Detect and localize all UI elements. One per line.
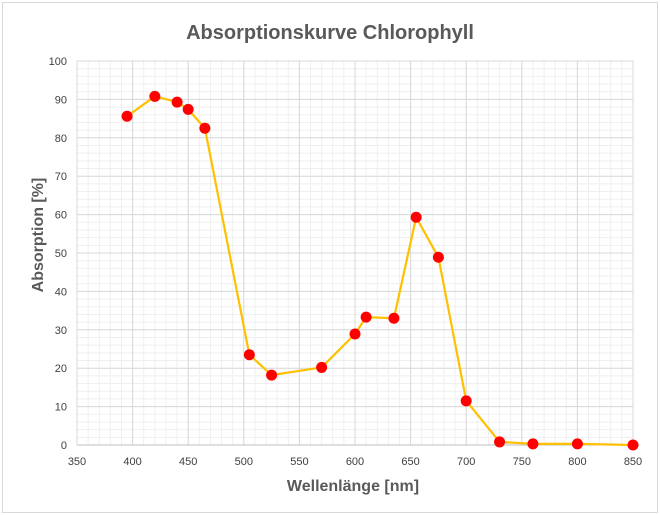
data-point [627, 439, 639, 451]
y-tick-labels: 0 10 20 30 40 50 60 70 80 90 100 [49, 56, 67, 452]
data-point [571, 438, 583, 450]
y-tick-label: 0 [61, 440, 67, 452]
x-tick-label: 450 [179, 456, 197, 468]
x-tick-label: 750 [513, 456, 531, 468]
data-point [349, 328, 361, 340]
data-point [432, 251, 444, 263]
data-point [388, 312, 400, 324]
data-point [527, 438, 539, 450]
x-tick-label: 650 [401, 456, 419, 468]
y-axis-title: Absorption [%] [30, 178, 47, 293]
data-point [149, 90, 161, 102]
x-tick-label: 550 [290, 456, 308, 468]
data-point [460, 395, 472, 407]
y-tick-label: 100 [49, 56, 67, 68]
data-point [171, 96, 183, 108]
y-tick-label: 80 [55, 133, 67, 145]
x-tick-label: 800 [568, 456, 586, 468]
data-point [121, 110, 133, 122]
x-tick-label: 850 [624, 456, 642, 468]
x-tick-label: 700 [457, 456, 475, 468]
y-tick-label: 60 [55, 210, 67, 222]
series-polyline [126, 95, 634, 447]
major-grid [76, 60, 634, 446]
data-point [360, 311, 372, 323]
data-point [494, 436, 506, 448]
series-points [121, 90, 639, 451]
x-tick-label: 350 [68, 456, 86, 468]
data-point [316, 361, 328, 373]
data-point [410, 211, 422, 223]
absorption-chart: Absorptionskurve Chlorophyll 350 400 450 50… [30, 22, 642, 495]
data-point [266, 369, 278, 381]
series-line [126, 95, 634, 447]
x-tick-label: 400 [123, 456, 141, 468]
data-point [182, 103, 194, 115]
y-tick-label: 90 [55, 94, 67, 106]
y-tick-label: 40 [55, 286, 67, 298]
y-tick-label: 10 [55, 402, 67, 414]
x-tick-labels: 350 400 450 500 550 600 650 700 750 800 850 [68, 456, 642, 468]
y-tick-label: 20 [55, 363, 67, 375]
data-point [243, 349, 255, 361]
data-point [199, 122, 211, 134]
y-tick-label: 50 [55, 248, 67, 260]
x-tick-label: 500 [235, 456, 253, 468]
chart-title: Absorptionskurve Chlorophyll [186, 22, 474, 44]
y-tick-label: 30 [55, 325, 67, 337]
x-axis-title: Wellenlänge [nm] [287, 478, 419, 495]
x-tick-label: 600 [346, 456, 364, 468]
y-tick-label: 70 [55, 171, 67, 183]
